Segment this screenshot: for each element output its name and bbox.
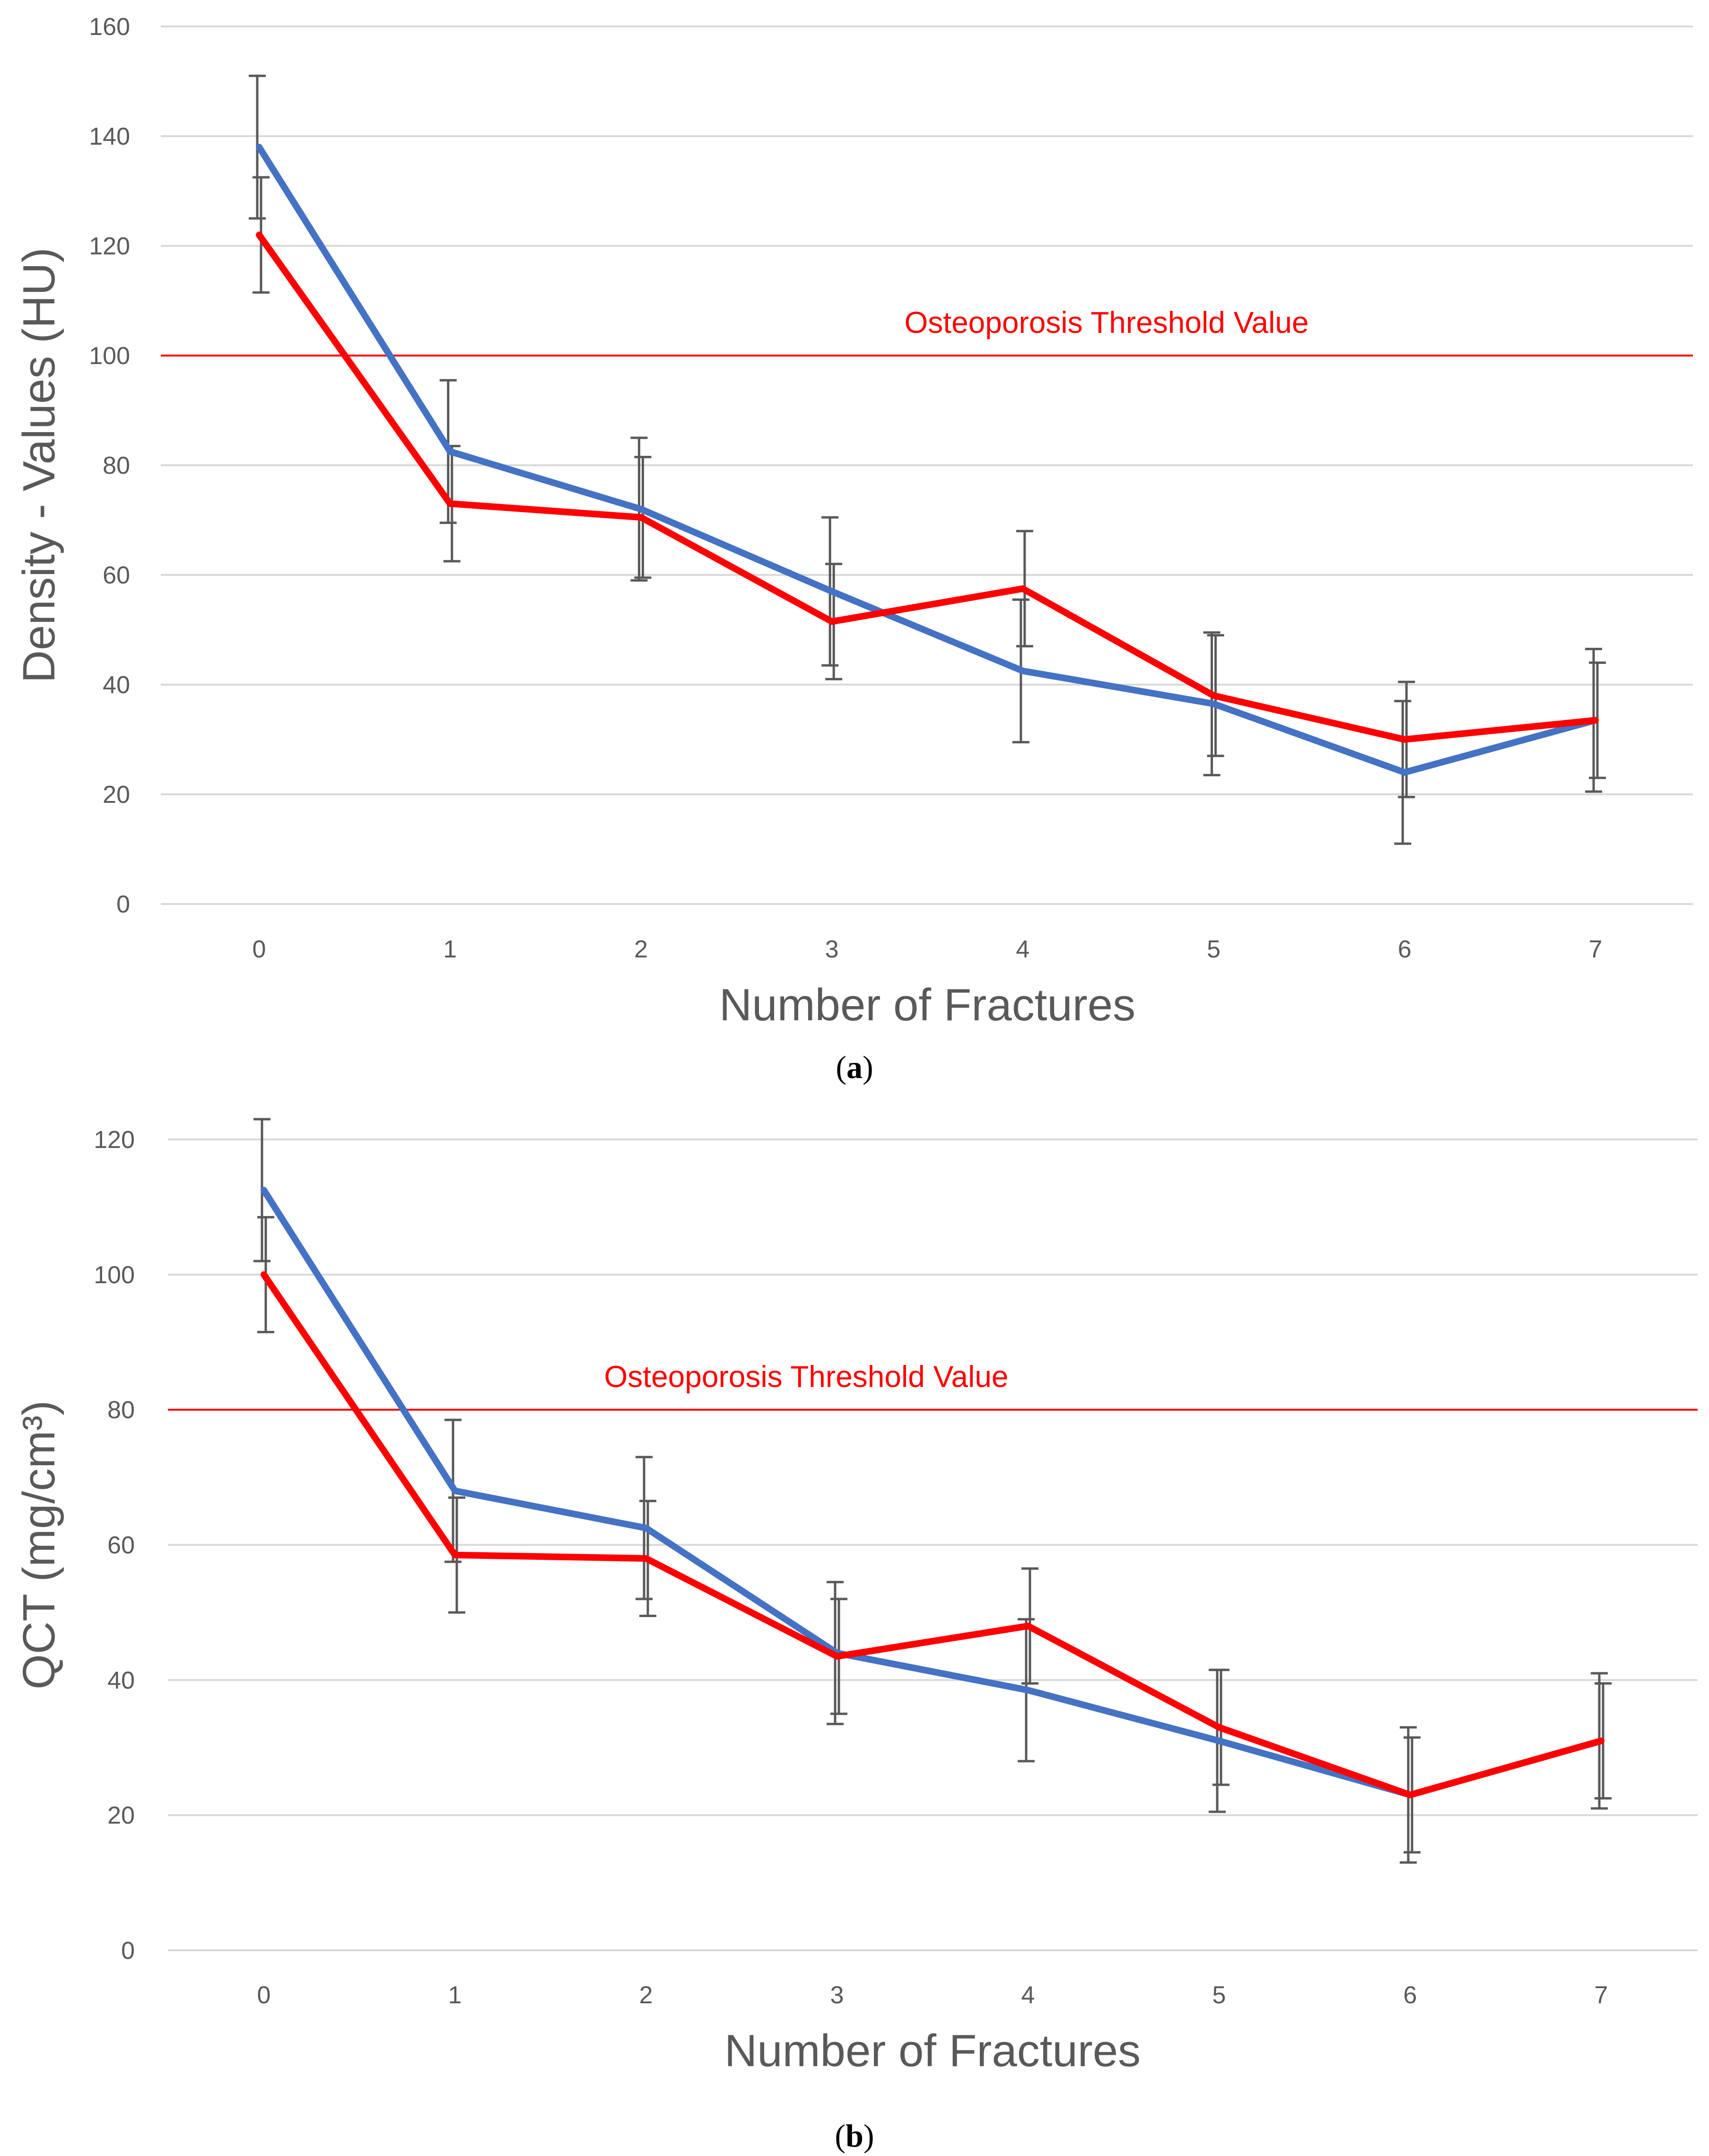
threshold-label: Osteoporosis Threshold Value bbox=[604, 1360, 1009, 1394]
y-tick-label: 0 bbox=[116, 891, 130, 918]
series-line-red bbox=[261, 1271, 1604, 1799]
x-tick-label: 1 bbox=[448, 1982, 462, 2009]
x-tick-label: 3 bbox=[830, 1982, 844, 2009]
x-tick-label: 4 bbox=[1021, 1982, 1035, 2009]
y-axis-title: Density - Values (HU) bbox=[14, 247, 64, 683]
y-tick-label: 20 bbox=[103, 781, 130, 808]
x-tick-label: 7 bbox=[1595, 1982, 1608, 2009]
x-tick-label: 1 bbox=[443, 936, 457, 963]
y-tick-label: 120 bbox=[89, 233, 130, 260]
series-line-blue bbox=[261, 1187, 1604, 1799]
x-axis-title: Number of Fractures bbox=[724, 2026, 1141, 2076]
panel-letter: b bbox=[846, 2118, 863, 2154]
panel-label: (a) bbox=[836, 1049, 873, 1085]
x-tick-labels: 0 1 2 3 4 5 6 7 bbox=[257, 1982, 1608, 2009]
x-tick-label: 3 bbox=[825, 936, 839, 963]
panel-letter: a bbox=[846, 1049, 863, 1085]
gridlines bbox=[168, 1139, 1698, 1951]
series-lines bbox=[261, 1187, 1604, 1799]
x-tick-labels: 0 1 2 3 4 5 6 7 bbox=[253, 936, 1603, 963]
y-tick-label: 0 bbox=[121, 1937, 135, 1965]
y-tick-labels: 0 20 40 60 80 100 120 140 160 bbox=[89, 13, 130, 918]
error-bars bbox=[249, 74, 1606, 845]
y-tick-label: 20 bbox=[107, 1802, 135, 1829]
y-tick-label: 40 bbox=[103, 671, 130, 699]
y-tick-label: 160 bbox=[89, 13, 130, 41]
y-axis-title: QCT (mg/cm³) bbox=[14, 1400, 64, 1689]
chart-panel-b: Osteoporosis Threshold Value 02040608010… bbox=[14, 1118, 1698, 2154]
series-lines bbox=[256, 144, 1599, 776]
series-line-blue bbox=[256, 144, 1599, 776]
panel-label: (b) bbox=[835, 2118, 874, 2154]
y-tick-labels: 0 20 40 60 80 100 120 bbox=[94, 1126, 135, 1965]
y-tick-label: 140 bbox=[89, 123, 130, 150]
y-tick-label: 40 bbox=[107, 1667, 135, 1694]
y-tick-label: 80 bbox=[107, 1397, 135, 1424]
series-line-red bbox=[256, 231, 1599, 743]
gridlines bbox=[161, 26, 1693, 905]
y-tick-label: 80 bbox=[103, 452, 130, 479]
y-tick-label: 60 bbox=[107, 1532, 135, 1559]
y-tick-label: 100 bbox=[89, 342, 130, 370]
x-tick-label: 6 bbox=[1404, 1982, 1417, 2009]
x-tick-label: 2 bbox=[639, 1982, 653, 2009]
x-tick-label: 5 bbox=[1212, 1982, 1226, 2009]
y-tick-label: 120 bbox=[94, 1126, 135, 1154]
y-tick-label: 100 bbox=[94, 1261, 135, 1289]
x-tick-label: 2 bbox=[634, 936, 648, 963]
x-tick-label: 6 bbox=[1398, 936, 1412, 963]
x-axis-title: Number of Fractures bbox=[719, 980, 1135, 1030]
chart-panel-a: Osteoporosis Threshold Value 02040608010… bbox=[14, 13, 1693, 1085]
x-tick-label: 0 bbox=[253, 936, 266, 963]
x-tick-label: 4 bbox=[1016, 936, 1029, 963]
y-tick-label: 60 bbox=[103, 562, 130, 589]
threshold-label: Osteoporosis Threshold Value bbox=[905, 305, 1309, 339]
x-tick-label: 0 bbox=[257, 1982, 271, 2009]
x-tick-label: 7 bbox=[1589, 936, 1603, 963]
x-tick-label: 5 bbox=[1207, 936, 1221, 963]
